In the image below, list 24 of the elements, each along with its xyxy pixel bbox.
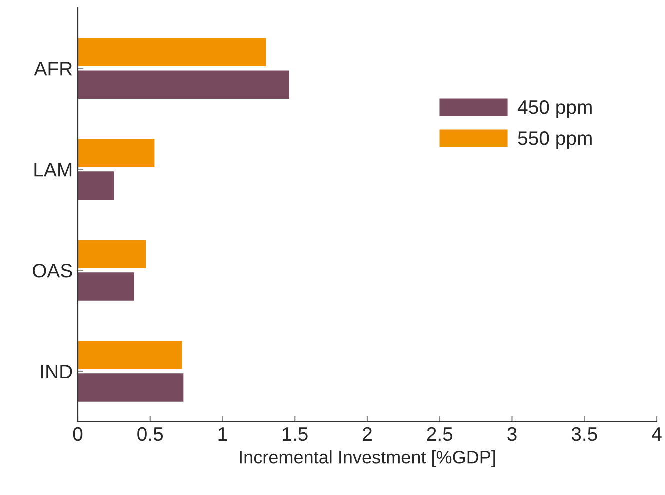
bar (78, 139, 155, 168)
bar (78, 341, 182, 370)
y-tick-label: IND (41, 365, 72, 379)
bar (78, 374, 184, 402)
bar (78, 172, 114, 200)
x-tick-label: 0 (73, 427, 83, 442)
x-tick-label: 0.5 (138, 427, 164, 442)
bar (78, 240, 146, 268)
x-tick-label: 2.5 (427, 427, 453, 442)
legend-label: 550 ppm (518, 132, 592, 150)
x-tick-label: 1.5 (283, 428, 308, 442)
x-tick-label: 3 (508, 427, 517, 442)
x-tick-label: 2 (363, 427, 372, 441)
x-axis-title: Incremental Investment [%GDP] (240, 450, 496, 468)
bar (78, 272, 134, 301)
y-tick-label: OAS (32, 264, 72, 278)
x-tick-label: 4 (652, 428, 662, 441)
x-tick-label: 1 (218, 428, 228, 441)
bar (78, 38, 266, 66)
bar (78, 70, 290, 99)
legend-label: 450 ppm (518, 100, 592, 118)
y-tick-label: AFR (34, 62, 72, 76)
y-tick-label: LAM (34, 163, 72, 177)
x-tick-label: 3.5 (572, 427, 598, 442)
